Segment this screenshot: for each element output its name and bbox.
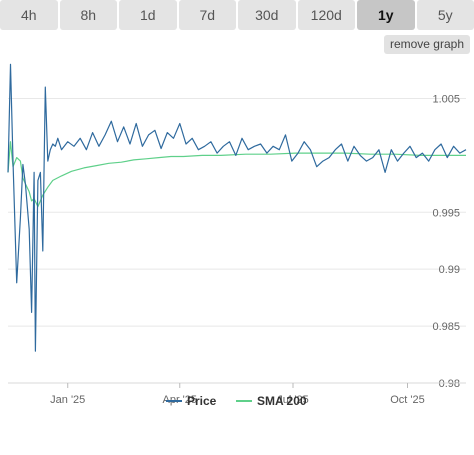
tab-5y[interactable]: 5y: [416, 0, 474, 30]
y-tick-label: 0.99: [439, 264, 460, 276]
x-tick-label: Jul '25: [277, 394, 308, 406]
y-tick-label: 0.985: [432, 321, 460, 333]
legend-price-label: Price: [187, 394, 217, 408]
tab-1y[interactable]: 1y: [357, 0, 415, 30]
price-line: [7, 63, 467, 352]
tab-120d[interactable]: 120d: [297, 0, 355, 30]
tab-4h[interactable]: 4h: [0, 0, 58, 30]
legend-sma-200-label: SMA 200: [257, 394, 307, 408]
tab-8h[interactable]: 8h: [59, 0, 117, 30]
x-tick-label: Oct '25: [390, 394, 425, 406]
y-tick-label: 0.98: [439, 378, 460, 390]
tab-7d[interactable]: 7d: [178, 0, 236, 30]
y-tick-label: 1.005: [432, 93, 460, 105]
y-tick-label: 0.995: [432, 207, 460, 219]
x-tick-label: Jan '25: [50, 394, 85, 406]
remove-graph-button[interactable]: remove graph: [383, 35, 470, 54]
range-tabs: 4h 8h 1d 7d 30d 120d 1y 5y: [0, 0, 474, 30]
tab-30d[interactable]: 30d: [238, 0, 296, 30]
tab-1d[interactable]: 1d: [119, 0, 177, 30]
